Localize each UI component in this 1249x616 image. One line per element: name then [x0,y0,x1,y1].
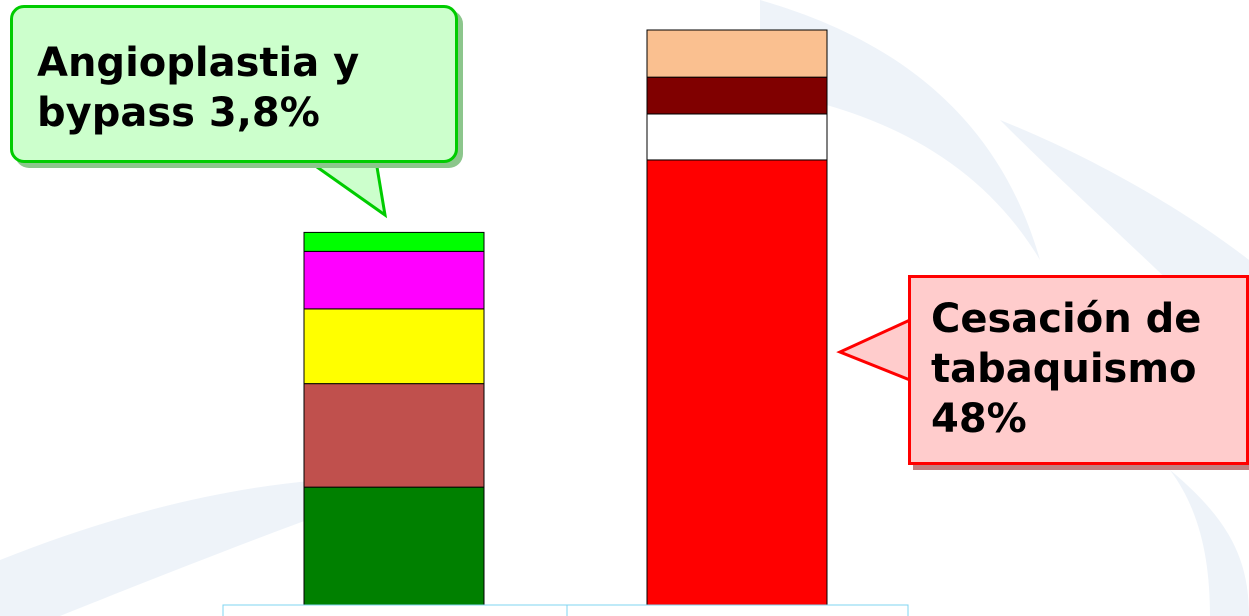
bar-segment [303,250,485,310]
bar-segment [646,76,828,115]
category-cell [566,604,909,616]
callout-smoking: Cesación de tabaquismo 48% [908,275,1249,465]
callout-text: Angioplastia y bypass 3,8% [37,40,360,136]
bars [303,29,828,606]
callout-text: Cesación de tabaquismo 48% [931,296,1202,442]
callout-tail [836,317,912,383]
callout-angioplasty: Angioplastia y bypass 3,8% [10,5,458,163]
bar-segment [646,113,828,161]
bar-segment [303,308,485,385]
category-cell [222,604,568,616]
bar-segment [303,383,485,488]
bar-segment [303,486,485,606]
bar-segment [303,231,485,252]
bar-segment [646,29,828,78]
bar-segment [646,159,828,606]
callout-tail [295,153,388,219]
